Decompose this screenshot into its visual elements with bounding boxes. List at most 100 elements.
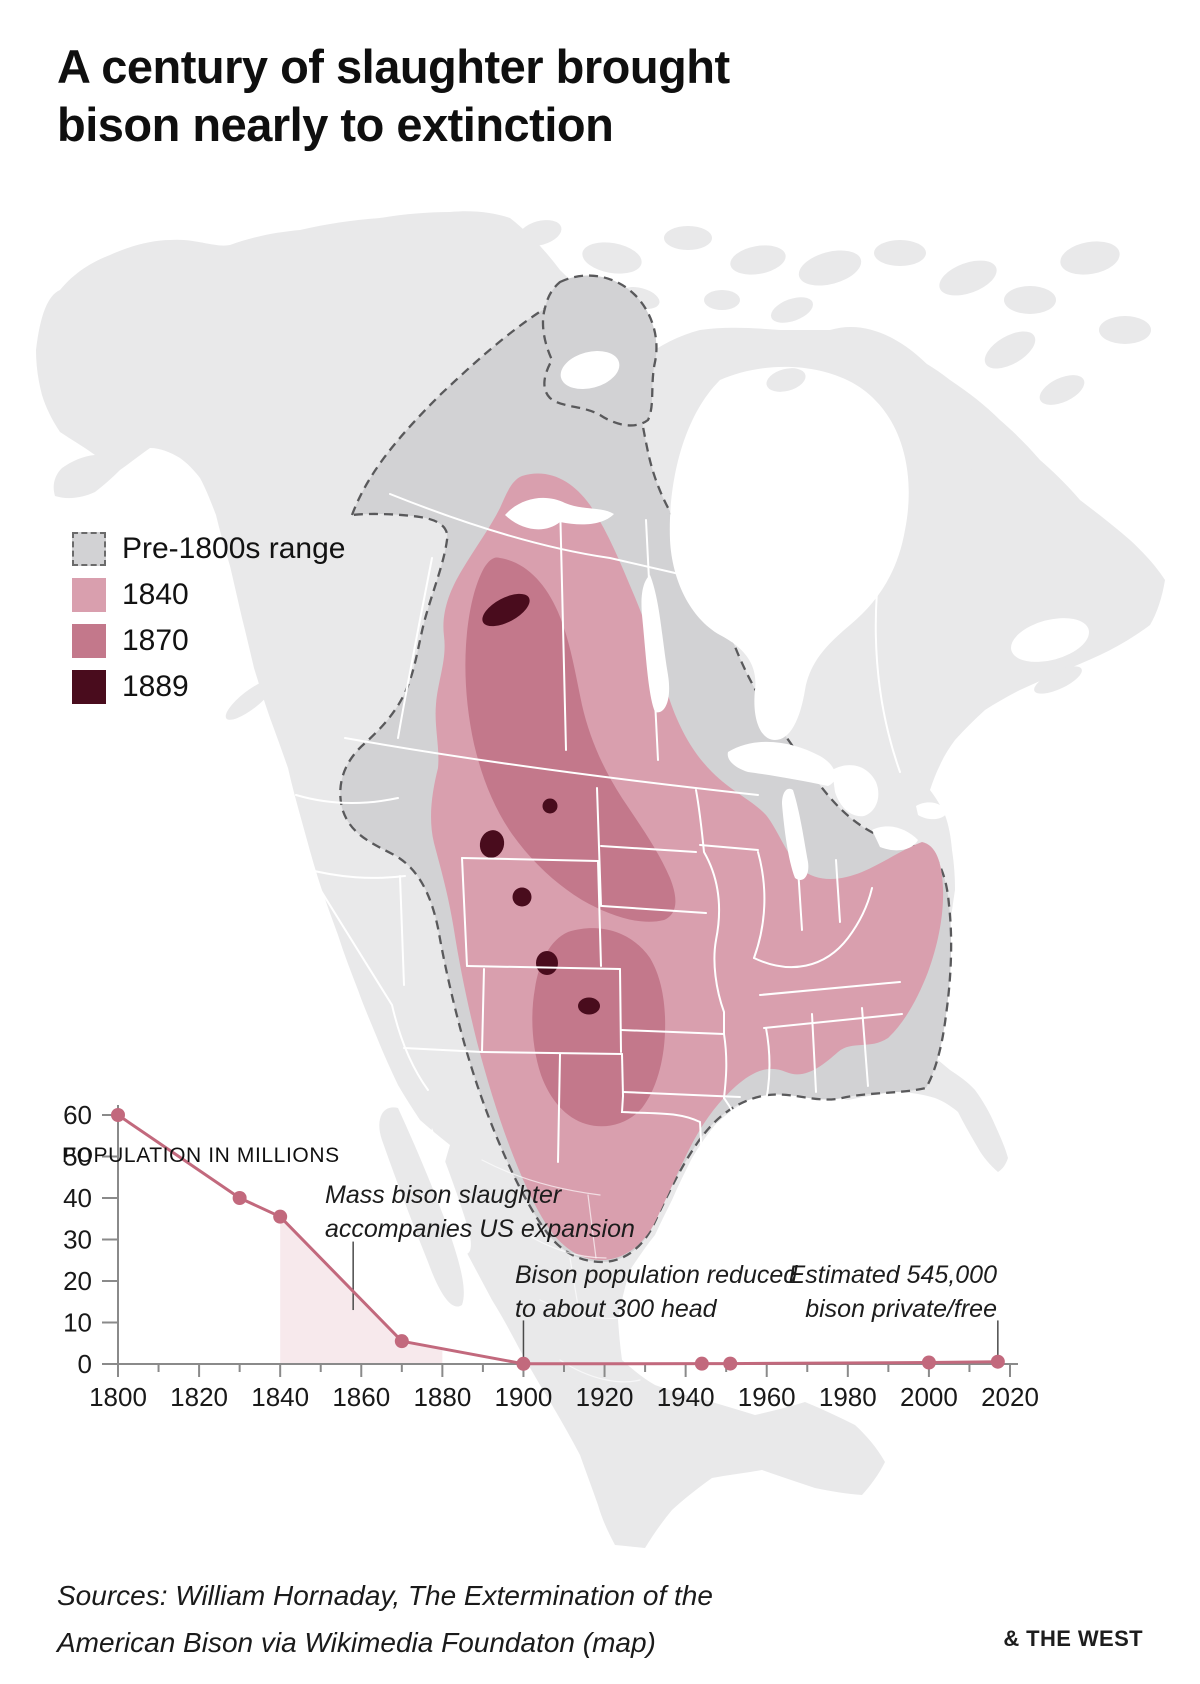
data-point-2017 (990, 1354, 1005, 1369)
x-tick-label: 2020 (981, 1382, 1039, 1412)
legend-label-pre1800: Pre-1800s range (122, 532, 346, 565)
nova-scotia (1034, 666, 1082, 694)
y-tick-label: 0 (78, 1349, 92, 1379)
legend-swatch-1840 (72, 578, 106, 612)
legend-label-1840: 1840 (122, 578, 189, 611)
arctic-island (874, 240, 926, 266)
y-tick-label: 10 (63, 1308, 92, 1338)
data-point-1900 (516, 1356, 531, 1371)
baffin-island (820, 326, 978, 472)
gulf-of-california (426, 1128, 471, 1254)
x-tick-label: 1980 (819, 1382, 877, 1412)
arctic-island (664, 226, 712, 250)
hudson-bay (669, 366, 909, 740)
x-tick-label: 1960 (738, 1382, 796, 1412)
range-1870-central-shape (532, 928, 666, 1127)
southampton-island (766, 368, 806, 392)
vancouver-island (225, 680, 275, 720)
lake-superior (727, 741, 836, 786)
data-point-1800 (111, 1108, 125, 1122)
lakes-layer (426, 350, 1089, 1254)
pre-1800s-range-nwt (541, 274, 658, 427)
branding-the-west: & THE WEST (1003, 1626, 1143, 1651)
range-1870-layer (465, 557, 676, 1127)
range-1889-spot (536, 951, 558, 975)
arctic-island (730, 245, 786, 275)
x-tick-label: 1880 (413, 1382, 471, 1412)
lake-huron (832, 765, 879, 817)
x-tick-label: 1800 (89, 1382, 147, 1412)
state-borders (295, 493, 903, 1383)
arctic-island (984, 331, 1036, 369)
range-1889-spot (542, 798, 558, 814)
east-islands (766, 368, 1132, 694)
y-tick-label: 30 (63, 1225, 92, 1255)
range-1889-spot (512, 887, 532, 907)
y-tick-label: 50 (63, 1142, 92, 1172)
arctic-island (798, 250, 862, 286)
range-1889-spot (578, 997, 600, 1015)
mexico-state-borders (481, 1159, 641, 1383)
annotation-line: Mass bison slaughter (325, 1181, 562, 1209)
gulf-of-st-lawrence (1011, 618, 1089, 662)
x-tick-label: 1940 (657, 1382, 715, 1412)
legend-row-pre1800: Pre-1800s range (72, 531, 345, 567)
lake-erie (872, 826, 918, 851)
range-1889-spot (482, 593, 530, 627)
x-tick-label: 2000 (900, 1382, 958, 1412)
map-legend: Pre-1800s range 1840 1870 1889 (72, 531, 345, 715)
baja-california (379, 1107, 464, 1307)
arctic-island (1004, 286, 1056, 314)
great-bear-lake (560, 350, 620, 390)
annotation-line: to about 300 head (515, 1295, 717, 1323)
data-point-1830 (232, 1191, 247, 1205)
annotation-545000: Estimated 545,000 bison private/free (789, 1258, 997, 1326)
x-tick-label: 1920 (576, 1382, 634, 1412)
page-title: A century of slaughter brought bison nea… (57, 38, 730, 154)
lake-michigan (782, 788, 809, 881)
arctic-island (1060, 241, 1120, 275)
data-point-1951 (723, 1356, 738, 1371)
annotation-line: bison private/free (805, 1295, 997, 1323)
legend-row-1840: 1840 (72, 577, 345, 613)
x-tick-label: 1840 (251, 1382, 309, 1412)
range-1870-north-shape (465, 557, 676, 922)
data-point-1840 (273, 1209, 288, 1224)
legend-swatch-pre1800 (72, 532, 106, 566)
arctic-island (704, 290, 740, 310)
legend-swatch-1870 (72, 624, 106, 658)
arctic-island (770, 297, 814, 323)
y-tick-label: 60 (63, 1100, 92, 1130)
annotation-mass-slaughter: Mass bison slaughter accompanies US expa… (325, 1178, 635, 1246)
arctic-island (939, 260, 997, 296)
arctic-island (1039, 375, 1085, 405)
legend-row-1889: 1889 (72, 669, 345, 705)
data-point-1870 (394, 1334, 409, 1349)
data-point-2000 (921, 1355, 936, 1370)
legend-label-1889: 1889 (122, 670, 189, 703)
annotation-line: Bison population reduced (515, 1261, 798, 1289)
chart-title: POPULATION IN MILLIONS (62, 1144, 340, 1167)
data-point-1944 (694, 1356, 709, 1371)
lake-ontario (916, 802, 948, 820)
legend-row-1870: 1870 (72, 623, 345, 659)
y-tick-label: 40 (63, 1183, 92, 1213)
arctic-island (518, 220, 562, 246)
range-1889-spot (479, 830, 505, 858)
page-title-line2: bison nearly to extinction (57, 98, 614, 151)
legend-label-1870: 1870 (122, 624, 189, 657)
x-tick-label: 1820 (170, 1382, 228, 1412)
annotation-300-head: Bison population reduced to about 300 he… (515, 1258, 797, 1326)
x-tick-label: 1860 (332, 1382, 390, 1412)
annotation-line: Estimated 545,000 (788, 1261, 997, 1289)
arctic-island (1099, 316, 1151, 344)
range-1889-spots (479, 593, 600, 1015)
arctic-island (582, 242, 642, 274)
arctic-island (440, 244, 496, 276)
lake-winnipeg (641, 575, 670, 713)
legend-swatch-1889 (72, 670, 106, 704)
shaded-region (280, 1216, 443, 1364)
newfoundland-island (1084, 596, 1132, 628)
